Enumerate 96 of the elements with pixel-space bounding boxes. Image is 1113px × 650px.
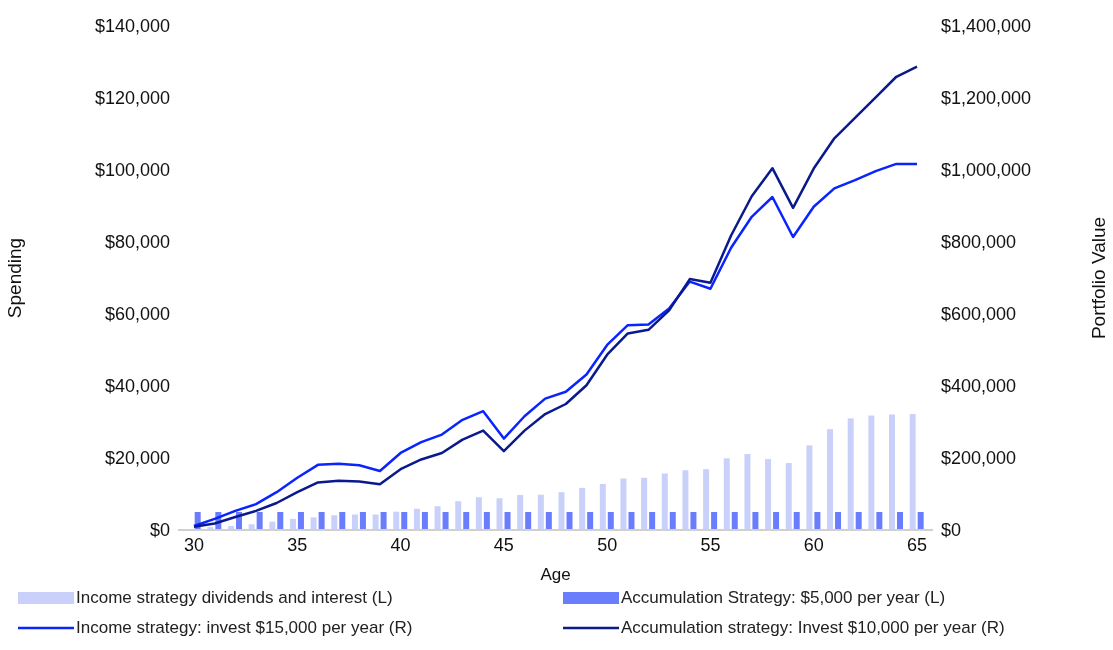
bar — [256, 512, 263, 530]
bar — [744, 454, 751, 530]
bar — [765, 459, 772, 530]
x-tick-label: 40 — [390, 534, 411, 555]
bar — [773, 512, 780, 530]
bar — [331, 515, 338, 530]
bar — [669, 512, 676, 530]
y-tick-label: $60,000 — [104, 304, 170, 325]
bar — [599, 483, 606, 530]
y-tick-label: $0 — [149, 520, 170, 541]
bar — [380, 512, 387, 530]
y-tick-label: $140,000 — [94, 16, 170, 37]
bar — [752, 512, 759, 530]
x-tick-label: 55 — [700, 534, 721, 555]
bar — [545, 512, 552, 530]
legend-label: Income strategy dividends and interest (L) — [76, 588, 393, 608]
bar — [628, 512, 635, 530]
bar — [889, 414, 896, 530]
bar — [558, 492, 565, 530]
bar — [421, 512, 428, 530]
bar — [277, 512, 284, 530]
y2-tick-label: $200,000 — [941, 448, 1017, 469]
bar — [806, 445, 813, 530]
bar — [909, 414, 916, 530]
bar — [393, 511, 400, 530]
bar — [339, 512, 346, 530]
bar — [579, 487, 586, 530]
bar — [827, 429, 834, 530]
bar — [690, 512, 697, 530]
bar — [855, 512, 862, 530]
bar — [731, 512, 738, 530]
bar — [434, 506, 441, 530]
bar — [351, 514, 358, 530]
y2-tick-label: $800,000 — [941, 232, 1017, 253]
x-tick-label: 35 — [287, 534, 308, 555]
bar — [876, 512, 883, 530]
bar — [289, 518, 296, 530]
y2-tick-label: $1,400,000 — [941, 16, 1032, 37]
y2-tick-label: $0 — [941, 520, 962, 541]
bar — [897, 512, 904, 530]
x-axis-title: Age — [540, 565, 571, 584]
y-tick-label: $40,000 — [104, 376, 170, 397]
bar — [413, 508, 420, 530]
bar — [504, 512, 511, 530]
legend-label: Accumulation Strategy: $5,000 per year (L) — [621, 588, 946, 608]
bar — [483, 512, 490, 530]
bar — [318, 512, 325, 530]
bar — [917, 512, 924, 530]
bar — [649, 512, 656, 530]
bar — [785, 463, 792, 530]
bar — [401, 512, 408, 530]
y-tick-label: $100,000 — [94, 160, 170, 181]
y2-axis-title: Portfolio Value — [1087, 216, 1109, 340]
bar — [703, 469, 710, 530]
x-tick-label: 45 — [493, 534, 514, 555]
bar — [814, 512, 821, 530]
bar — [682, 470, 689, 530]
y2-tick-label: $1,200,000 — [941, 88, 1032, 109]
x-tick-label: 65 — [906, 534, 928, 555]
y-tick-label: $120,000 — [94, 88, 170, 109]
bar — [496, 498, 503, 530]
line-series — [192, 162, 919, 528]
line-series — [192, 65, 919, 529]
bar — [711, 512, 718, 530]
y2-tick-label: $600,000 — [941, 304, 1017, 325]
bar — [723, 458, 730, 530]
bar — [620, 478, 627, 530]
bar — [517, 495, 524, 530]
bar — [372, 514, 379, 530]
bar — [297, 512, 304, 530]
bar — [847, 418, 854, 530]
bar — [868, 415, 875, 530]
y2-tick-label: $400,000 — [941, 376, 1017, 397]
bar — [607, 512, 614, 530]
bar — [359, 512, 366, 530]
y-tick-label: $80,000 — [104, 232, 170, 253]
bar — [525, 512, 532, 530]
bar — [537, 494, 544, 530]
x-tick-label: 30 — [183, 534, 205, 555]
y-tick-label: $20,000 — [104, 448, 170, 469]
x-tick-label: 60 — [803, 534, 824, 555]
bar — [793, 512, 800, 530]
bar — [661, 473, 668, 530]
legend-label: Income strategy: invest $15,000 per year (R) — [76, 618, 413, 638]
bar — [475, 497, 482, 530]
bar — [566, 512, 573, 530]
y2-tick-label: $1,000,000 — [941, 160, 1032, 181]
bar — [463, 512, 470, 530]
bar — [587, 512, 594, 530]
bar — [310, 517, 317, 530]
bar — [442, 512, 449, 530]
bar — [641, 477, 648, 530]
legend-label: Accumulation strategy: Invest $10,000 per year (R) — [621, 618, 1005, 638]
bar — [455, 501, 462, 530]
x-tick-label: 50 — [597, 534, 618, 555]
bar — [835, 512, 842, 530]
